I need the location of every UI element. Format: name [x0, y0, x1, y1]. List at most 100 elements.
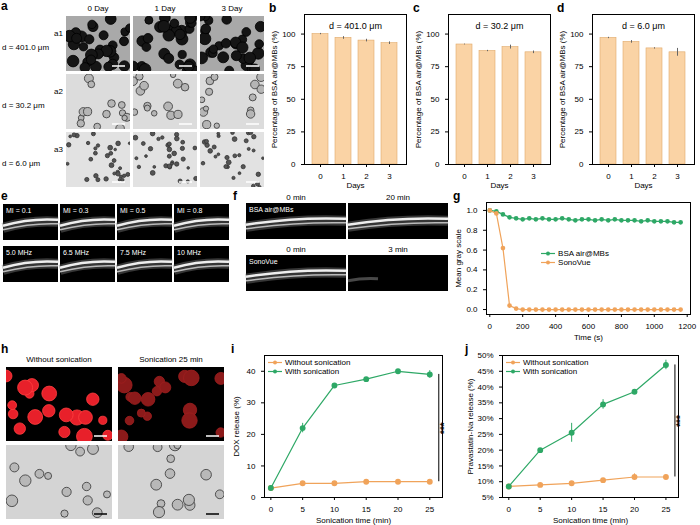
svg-text:20%: 20% — [477, 446, 493, 455]
svg-text:200: 200 — [516, 322, 530, 331]
svg-text:Days: Days — [490, 181, 508, 190]
svg-text:Days: Days — [346, 181, 364, 190]
svg-text:Percentage of BSA air@MBs (%): Percentage of BSA air@MBs (%) — [270, 30, 279, 148]
svg-text:10: 10 — [247, 462, 256, 471]
svg-text:25: 25 — [425, 505, 434, 514]
svg-text:20: 20 — [247, 430, 256, 439]
svg-text:***: *** — [675, 415, 686, 427]
svg-text:MI = 0.3: MI = 0.3 — [63, 207, 89, 214]
svg-text:Without sonication: Without sonication — [26, 355, 91, 364]
svg-text:d = 401.0 μm: d = 401.0 μm — [329, 21, 382, 31]
svg-text:0: 0 — [606, 172, 611, 181]
svg-text:0 min: 0 min — [286, 193, 306, 202]
svg-text:Pravastatin-Na release (%): Pravastatin-Na release (%) — [466, 378, 475, 474]
svg-text:30%: 30% — [477, 414, 493, 423]
svg-text:25: 25 — [431, 127, 440, 136]
svg-text:20: 20 — [394, 505, 403, 514]
svg-text:30: 30 — [247, 398, 256, 407]
svg-text:10 MHz: 10 MHz — [177, 249, 202, 256]
svg-text:50: 50 — [287, 95, 296, 104]
svg-text:50: 50 — [431, 95, 440, 104]
svg-text:DOX release (%): DOX release (%) — [232, 396, 241, 457]
svg-text:10%: 10% — [477, 477, 493, 486]
svg-text:Percentage of BSA air@MBs (%): Percentage of BSA air@MBs (%) — [414, 30, 423, 148]
svg-text:0: 0 — [251, 493, 256, 502]
svg-text:5%: 5% — [482, 493, 494, 502]
svg-text:800: 800 — [615, 322, 629, 331]
svg-text:0: 0 — [579, 160, 584, 169]
svg-text:25: 25 — [575, 127, 584, 136]
svg-text:1200: 1200 — [678, 322, 696, 331]
svg-text:MI = 0.1: MI = 0.1 — [6, 207, 32, 214]
svg-text:Sonication time (min): Sonication time (min) — [553, 516, 628, 525]
svg-text:10: 10 — [330, 505, 339, 514]
svg-text:BSA air@MBs: BSA air@MBs — [249, 206, 294, 213]
svg-text:10: 10 — [567, 505, 576, 514]
svg-text:0.8: 0.8 — [466, 226, 478, 235]
svg-text:MI = 0.5: MI = 0.5 — [120, 207, 146, 214]
svg-text:75: 75 — [287, 62, 296, 71]
svg-text:1 Day: 1 Day — [155, 4, 176, 13]
svg-text:6.5 MHz: 6.5 MHz — [63, 249, 90, 256]
svg-text:3: 3 — [531, 172, 536, 181]
svg-text:3 Day: 3 Day — [222, 4, 243, 13]
svg-text:Time (s): Time (s) — [574, 333, 603, 342]
svg-text:0 min: 0 min — [286, 245, 306, 254]
svg-text:Sonication 25 min: Sonication 25 min — [139, 355, 203, 364]
svg-text:2: 2 — [508, 172, 513, 181]
svg-text:400: 400 — [549, 322, 563, 331]
svg-text:75: 75 — [431, 62, 440, 71]
svg-text:50: 50 — [575, 95, 584, 104]
svg-text:0.4: 0.4 — [466, 265, 478, 274]
svg-text:0: 0 — [435, 160, 440, 169]
svg-text:0.2: 0.2 — [466, 285, 478, 294]
svg-text:d = 30.2 μm: d = 30.2 μm — [476, 21, 524, 31]
svg-text:0: 0 — [269, 505, 274, 514]
svg-text:0: 0 — [488, 322, 493, 331]
svg-text:0.6: 0.6 — [466, 246, 478, 255]
svg-text:25%: 25% — [477, 430, 493, 439]
svg-text:45%: 45% — [477, 367, 493, 376]
svg-text:0 Day: 0 Day — [88, 4, 109, 13]
svg-text:15: 15 — [362, 505, 371, 514]
svg-text:SonoVue: SonoVue — [249, 258, 278, 265]
svg-text:Days: Days — [634, 181, 652, 190]
svg-text:35%: 35% — [477, 398, 493, 407]
svg-text:40%: 40% — [477, 383, 493, 392]
svg-text:d = 6.0 μm: d = 6.0 μm — [2, 159, 41, 168]
svg-text:3: 3 — [675, 172, 680, 181]
svg-text:a3: a3 — [54, 145, 63, 154]
svg-text:a2: a2 — [54, 87, 63, 96]
svg-text:5: 5 — [300, 505, 305, 514]
svg-text:0.0: 0.0 — [466, 305, 478, 314]
svg-text:Percentage of BSA air@MBs (%): Percentage of BSA air@MBs (%) — [558, 30, 567, 148]
svg-text:0: 0 — [462, 172, 467, 181]
svg-text:15%: 15% — [477, 462, 493, 471]
svg-text:2: 2 — [364, 172, 369, 181]
svg-text:0: 0 — [291, 160, 296, 169]
svg-text:7.5 MHz: 7.5 MHz — [120, 249, 147, 256]
svg-text:15: 15 — [599, 505, 608, 514]
svg-text:Mean gray scale: Mean gray scale — [454, 229, 463, 288]
svg-text:40: 40 — [247, 367, 256, 376]
svg-text:5: 5 — [538, 505, 543, 514]
svg-text:d = 30.2 μm: d = 30.2 μm — [2, 101, 45, 110]
svg-text:75: 75 — [575, 62, 584, 71]
svg-text:d = 6.0 μm: d = 6.0 μm — [622, 21, 665, 31]
svg-text:20: 20 — [630, 505, 639, 514]
svg-text:0: 0 — [507, 505, 512, 514]
svg-text:20 min: 20 min — [386, 193, 410, 202]
svg-text:MI = 0.8: MI = 0.8 — [177, 207, 203, 214]
svg-text:a1: a1 — [54, 29, 63, 38]
svg-text:2: 2 — [652, 172, 657, 181]
svg-text:d = 401.0 μm: d = 401.0 μm — [2, 43, 49, 52]
svg-text:3 min: 3 min — [388, 245, 408, 254]
svg-text:600: 600 — [582, 322, 596, 331]
svg-text:100: 100 — [426, 30, 440, 39]
svg-text:0: 0 — [318, 172, 323, 181]
svg-text:25: 25 — [661, 505, 670, 514]
svg-text:***: *** — [439, 422, 450, 434]
svg-text:50%: 50% — [477, 351, 493, 360]
svg-text:1.0: 1.0 — [466, 206, 478, 215]
svg-text:5.0 MHz: 5.0 MHz — [6, 249, 33, 256]
